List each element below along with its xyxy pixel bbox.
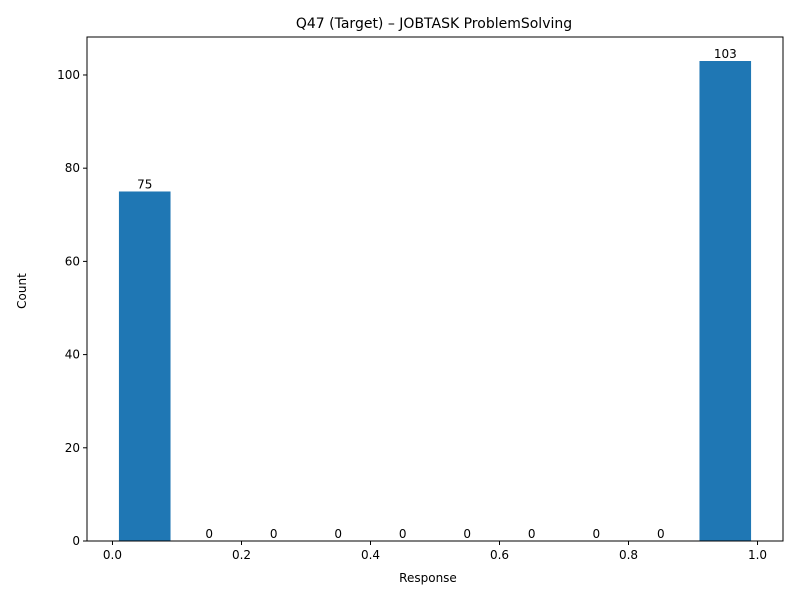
chart-title: Q47 (Target) – JOBTASK ProblemSolving	[296, 16, 572, 32]
bar-label-8: 0	[657, 527, 665, 541]
y-tick-label-5: 100	[57, 68, 80, 82]
y-axis-ticks: 0 20 40 60 80 100	[57, 68, 87, 548]
x-tick-label-2: 0.4	[361, 548, 380, 562]
bar-label-7: 0	[592, 527, 600, 541]
x-tick-label-5: 1.0	[748, 548, 767, 562]
y-tick-label-4: 80	[65, 161, 80, 175]
x-tick-label-4: 0.8	[619, 548, 638, 562]
y-tick-label-2: 40	[65, 348, 80, 362]
x-tick-label-0: 0.0	[103, 548, 122, 562]
bar-label-4: 0	[399, 527, 407, 541]
bar-0	[118, 191, 171, 541]
plot-frame	[86, 36, 784, 542]
bar-label-3: 0	[334, 527, 342, 541]
x-axis-label: Response	[399, 571, 457, 585]
bar-label-1: 0	[205, 527, 213, 541]
bar-9	[699, 61, 752, 541]
y-tick-label-1: 20	[65, 441, 80, 455]
y-tick-label-3: 60	[65, 254, 80, 268]
bar-labels-layer: 75 0 0 0 0 0 0 0 0 103	[137, 47, 737, 541]
y-axis-label: Count	[15, 273, 29, 309]
bar-label-6: 0	[528, 527, 536, 541]
bar-label-0: 75	[137, 177, 152, 191]
bar-label-2: 0	[270, 527, 278, 541]
y-tick-label-0: 0	[72, 534, 80, 548]
x-tick-label-3: 0.6	[490, 548, 509, 562]
bar-label-9: 103	[714, 47, 737, 61]
x-axis-ticks: 0.0 0.2 0.4 0.6 0.8 1.0	[103, 541, 767, 562]
bar-label-5: 0	[463, 527, 471, 541]
x-tick-label-1: 0.2	[232, 548, 251, 562]
bars-layer	[118, 61, 752, 541]
